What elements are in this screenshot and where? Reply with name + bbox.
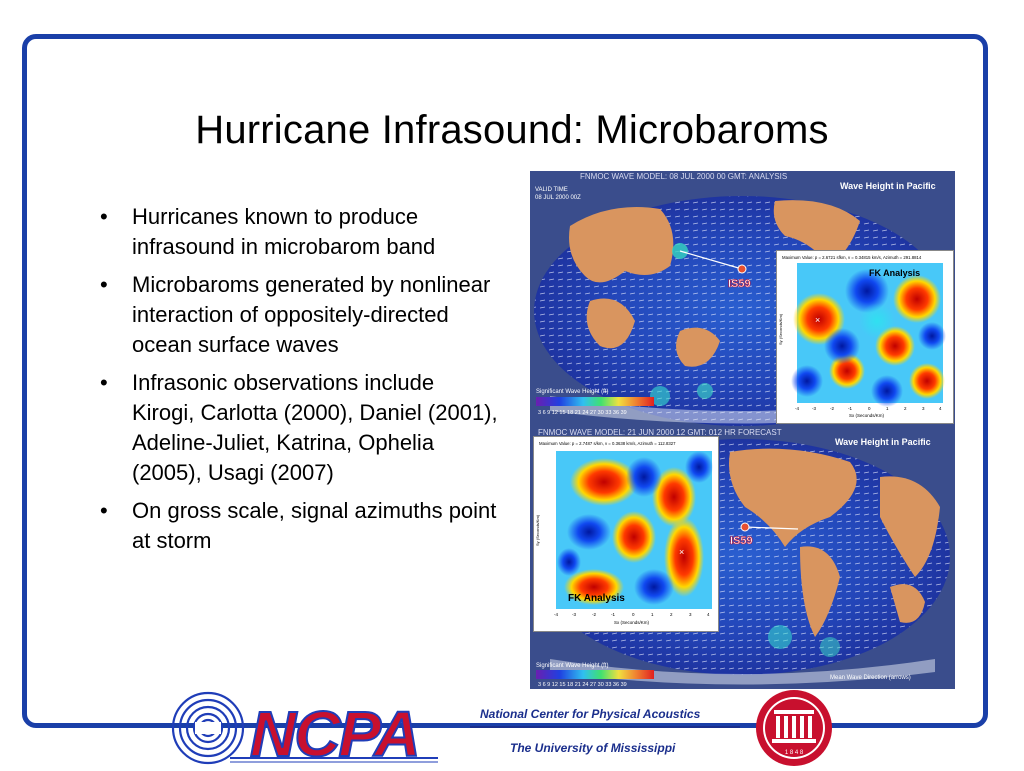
bullet-text: On gross scale, signal azimuths point at… <box>132 498 497 553</box>
map-bottom-label: Wave Height in Pacific <box>835 437 931 447</box>
fk-analysis-bottom: Maximum Value: p = 2.7487 s/km, v = 0.36… <box>533 436 719 632</box>
svg-text:2: 2 <box>670 612 673 617</box>
fk-bottom-plot: × FK Analysis <box>556 451 713 609</box>
bullet-marker: • <box>100 204 108 229</box>
station-marker-icon <box>740 522 750 532</box>
sound-rings-icon <box>171 691 245 765</box>
svg-text:4: 4 <box>707 612 710 617</box>
svg-text:-1: -1 <box>611 612 615 617</box>
bullet-marker: • <box>100 370 108 395</box>
svg-text:-3: -3 <box>812 406 816 411</box>
map-bottom-station: IS59 <box>730 535 753 547</box>
bullet-marker: • <box>100 498 108 523</box>
footer-divider <box>470 726 740 728</box>
bullet-marker: • <box>100 272 108 297</box>
bullet-item: • Microbaroms generated by nonlinear inte… <box>100 270 500 360</box>
station-marker-icon <box>737 264 747 274</box>
bullet-item: • Hurricanes known to produce infrasound … <box>100 202 500 262</box>
fk-top-ylabel: Sy (Seconds/Km) <box>778 313 783 345</box>
bullet-text: Infrasonic observations include Kirogi, … <box>132 370 498 485</box>
fk-top-xlabel: Sx (Seconds/Km) <box>849 413 885 418</box>
bullet-text: Hurricanes known to produce infrasound i… <box>132 204 436 259</box>
footer-university: The University of Mississippi <box>510 741 676 755</box>
svg-text:-2: -2 <box>830 406 834 411</box>
seal-year: 1 8 4 8 <box>785 750 804 756</box>
map-bottom-arrow <box>744 526 799 530</box>
bullet-item: • On gross scale, signal azimuths point a… <box>100 496 500 556</box>
fk-bottom-graphic: Maximum Value: p = 2.7487 s/km, v = 0.36… <box>535 441 713 625</box>
footer-org: National Center for Physical Acoustics <box>480 707 701 721</box>
slide-title: Hurricane Infrasound: Microbaroms <box>195 108 829 152</box>
fk-top-max-marker: × <box>815 315 820 325</box>
map-top-label: Wave Height in Pacific <box>840 181 936 191</box>
fk-bottom-title: FK Analysis <box>568 593 625 604</box>
fk-top-graphic: Maximum Value: p = 2.6721 sfkm, v = 0.34… <box>778 255 946 418</box>
fk-bottom-ylabel: Sy (Seconds/Km) <box>535 514 540 546</box>
fk-top-xticks: -4 -3 -2 -1 0 1 2 3 4 <box>795 406 942 411</box>
ncpa-logo-graphic: NCPA <box>171 691 438 771</box>
slide-frame <box>22 34 988 728</box>
fk-top-plot: × FK Analysis <box>791 263 946 407</box>
svg-text:3: 3 <box>922 406 925 411</box>
map-top-header: FNMOC WAVE MODEL: 08 JUL 2000 00 GMT: AN… <box>580 172 787 181</box>
map-bottom-legend-bar <box>536 670 654 679</box>
map-bottom-header: FNMOC WAVE MODEL: 21 JUN 2000 12 GMT: 01… <box>538 428 782 437</box>
bullet-list: • Hurricanes known to produce infrasound … <box>100 202 500 564</box>
map-top-legend-ticks: 3 6 9 12 15 18 21 24 27 30 33 36 39 <box>538 410 627 416</box>
svg-text:3: 3 <box>689 612 692 617</box>
map-top-valid-date: 08 JUL 2000 00Z <box>535 195 581 201</box>
map-top-arrow <box>679 250 743 270</box>
svg-text:-2: -2 <box>592 612 596 617</box>
fk-bottom-caption: Maximum Value: p = 2.7487 s/km, v = 0.36… <box>539 441 676 446</box>
map-top-valid-time: VALID TIME <box>535 187 568 193</box>
map-bottom-legend-ticks: 3 6 9 12 15 18 21 24 27 30 33 36 39 <box>538 682 627 688</box>
columns-seal-icon: 1 8 4 8 <box>756 690 832 766</box>
svg-text:-1: -1 <box>848 406 852 411</box>
svg-text:2: 2 <box>904 406 907 411</box>
fk-analysis-top: Maximum Value: p = 2.6721 sfkm, v = 0.34… <box>776 250 954 424</box>
bullet-item: • Infrasonic observations include Kirogi,… <box>100 368 500 488</box>
fk-top-title: FK Analysis <box>869 268 920 278</box>
svg-text:1: 1 <box>886 406 889 411</box>
ncpa-logo: NCPA <box>170 686 450 771</box>
fk-top-caption: Maximum Value: p = 2.6721 sfkm, v = 0.34… <box>782 255 922 260</box>
bullet-text: Microbaroms generated by nonlinear inter… <box>132 272 491 357</box>
fk-bottom-xticks: -4 -3 -2 -1 0 1 2 3 4 <box>554 612 710 617</box>
map-top-legend-title: Significant Wave Height (ft) <box>536 389 608 395</box>
map-bottom-legend-title: Significant Wave Height (ft) <box>536 663 608 669</box>
map-top-station: IS59 <box>728 278 751 290</box>
svg-text:-3: -3 <box>572 612 576 617</box>
svg-text:4: 4 <box>939 406 942 411</box>
svg-text:-4: -4 <box>795 406 799 411</box>
fk-bottom-xlabel: Sx (Seconds/Km) <box>614 620 650 625</box>
ncpa-wordmark: NCPA <box>250 698 419 766</box>
svg-text:0: 0 <box>632 612 635 617</box>
svg-text:0: 0 <box>868 406 871 411</box>
fk-bottom-max-marker: × <box>679 547 684 557</box>
map-bottom-direction-note: Mean Wave Direction (arrows) <box>830 675 911 681</box>
svg-text:1: 1 <box>651 612 654 617</box>
university-seal: 1 8 4 8 <box>754 688 834 771</box>
map-top-legend-bar <box>536 397 654 406</box>
svg-text:-4: -4 <box>554 612 558 617</box>
